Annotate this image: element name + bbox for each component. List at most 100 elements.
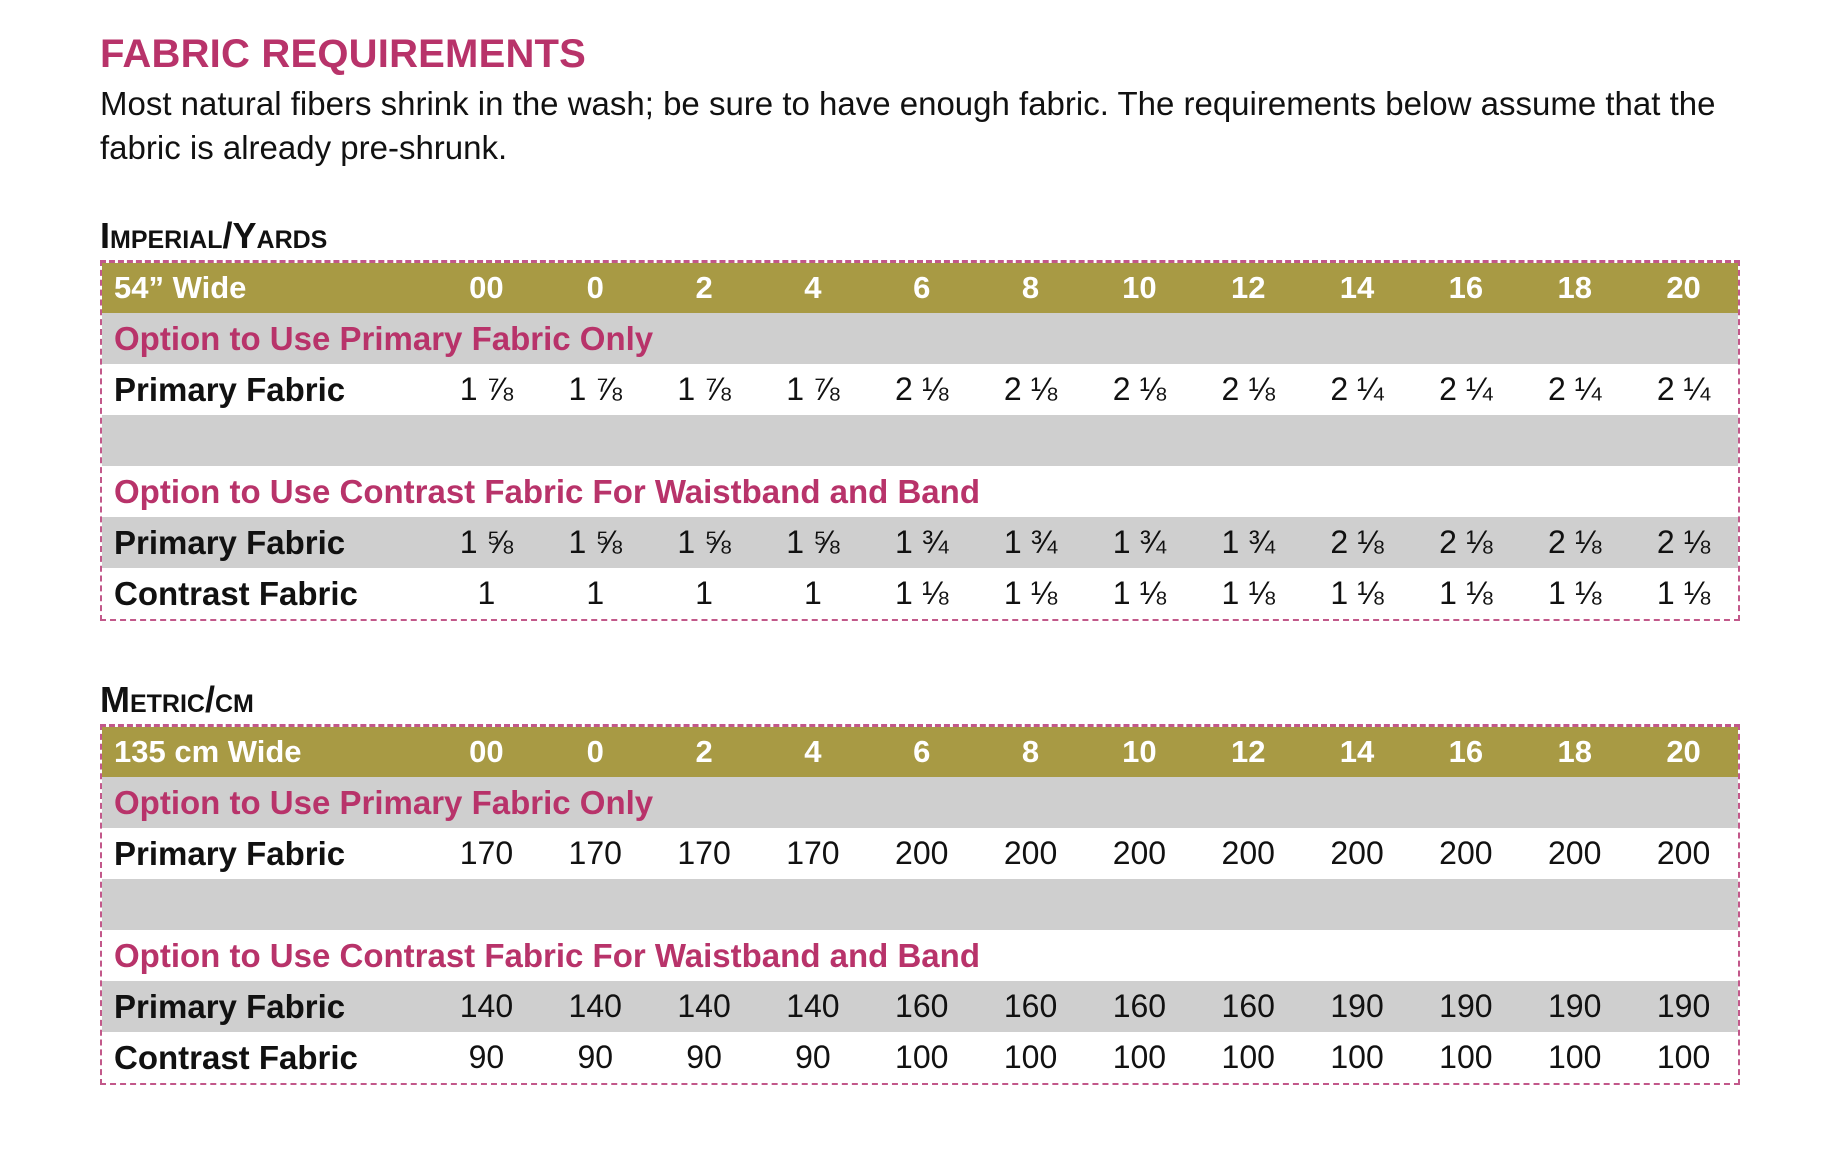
size-header-cell: 16: [1411, 263, 1521, 313]
fabric-amount-cell: 160: [867, 981, 977, 1032]
fabric-amount-cell: 1 ⅞: [568, 371, 622, 407]
size-header-cell: 12: [1193, 263, 1303, 313]
size-header-cell: 18: [1520, 727, 1630, 777]
size-header-cell: 00: [432, 727, 541, 777]
fabric-amount-cell: 2 ¼: [1548, 371, 1602, 407]
size-header-cell: 00: [432, 263, 541, 313]
size-header-cell: 10: [1084, 727, 1194, 777]
fabric-amount-cell: 170: [568, 835, 622, 871]
option-heading: Option to Use Contrast Fabric For Waistb…: [114, 472, 980, 510]
fabric-amount-cell: 1 ¾: [1193, 517, 1303, 568]
fabric-row-label: Contrast Fabric: [114, 1038, 358, 1076]
fabric-amount-cell: 1 ⅛: [895, 575, 949, 611]
fabric-amount-cell: 1: [695, 575, 713, 611]
option-heading-row: Option to Use Primary Fabric Only: [102, 313, 1738, 364]
fabric-amount-cell: 2 ⅛: [1302, 517, 1412, 568]
size-header-cell: 20: [1629, 727, 1738, 777]
fabric-amount-cell: 1: [586, 575, 605, 611]
fabric-row-label: Primary Fabric: [114, 370, 346, 408]
fabric-amount-cell: 200: [1548, 835, 1602, 871]
fabric-amount-cell: 160: [976, 981, 1085, 1032]
fabric-amount-cell: 1 ⅛: [1330, 575, 1384, 611]
metric-section-title: Metric/cm: [100, 679, 254, 720]
fabric-width-label: 135 cm Wide: [102, 727, 432, 777]
option-heading-row: Option to Use Contrast Fabric For Waistb…: [102, 930, 1738, 981]
imperial-table: 54” Wide 00 0 2 4 6 8 10 12 14 16 18 20 Option to Use…: [100, 260, 1740, 621]
fabric-row: Primary Fabric 140 140 140 140 160 160 160 160 19…: [102, 981, 1738, 1032]
fabric-amount-cell: 140: [540, 981, 650, 1032]
imperial-section-title: Imperial/Yards: [100, 215, 328, 256]
fabric-row-label: Primary Fabric: [102, 517, 432, 568]
fabric-amount-cell: 1 ⅝: [540, 517, 650, 568]
fabric-amount-cell: 140: [432, 981, 541, 1032]
fabric-amount-cell: 90: [686, 1039, 722, 1075]
fabric-amount-cell: 140: [758, 981, 868, 1032]
fabric-amount-cell: 100: [1439, 1039, 1493, 1075]
fabric-amount-cell: 100: [1656, 1039, 1711, 1075]
fabric-row-label: Primary Fabric: [102, 981, 432, 1032]
fabric-amount-cell: 200: [1656, 835, 1711, 871]
fabric-amount-cell: 90: [577, 1039, 614, 1075]
fabric-amount-cell: 1: [477, 575, 496, 611]
metric-table: 135 cm Wide 00 0 2 4 6 8 10 12 14 16 18 20 Option to …: [100, 724, 1740, 1085]
fabric-amount-cell: 1 ⅝: [432, 517, 541, 568]
fabric-amount-cell: 1 ¾: [867, 517, 977, 568]
intro-text: Most natural fibers shrink in the wash; …: [100, 85, 1716, 166]
fabric-amount-cell: 100: [895, 1039, 949, 1075]
fabric-amount-cell: 100: [1330, 1039, 1384, 1075]
fabric-amount-cell: 1 ⅛: [1112, 575, 1167, 611]
size-header-cell: 0: [540, 263, 650, 313]
fabric-row: Contrast Fabric 1 1 1 1 1 ⅛ 1 ⅛ 1 ⅛ 1 ⅛ 1 ⅛ 1 ⅛ 1 ⅛…: [102, 568, 1738, 619]
fabric-amount-cell: 2 ¼: [1656, 371, 1711, 407]
fabric-amount-cell: 190: [1629, 981, 1738, 1032]
metric-grid: 135 cm Wide 00 0 2 4 6 8 10 12 14 16 18 20 Option to …: [102, 727, 1738, 1083]
size-header-cell: 6: [867, 727, 977, 777]
fabric-amount-cell: 1 ⅛: [1548, 575, 1602, 611]
fabric-amount-cell: 190: [1411, 981, 1521, 1032]
fabric-amount-cell: 100: [1003, 1039, 1058, 1075]
size-header-cell: 6: [867, 263, 977, 313]
fabric-amount-cell: 2 ⅛: [1520, 517, 1630, 568]
option-heading-row: Option to Use Contrast Fabric For Waistb…: [102, 466, 1738, 517]
fabric-amount-cell: 190: [1520, 981, 1630, 1032]
fabric-amount-cell: 2 ⅛: [1221, 371, 1275, 407]
fabric-amount-cell: 100: [1221, 1039, 1275, 1075]
fabric-amount-cell: 170: [459, 835, 514, 871]
spacer-row: [102, 415, 1738, 466]
fabric-amount-cell: 200: [1003, 835, 1058, 871]
fabric-amount-cell: 190: [1302, 981, 1412, 1032]
fabric-amount-cell: 1 ⅛: [1003, 575, 1058, 611]
size-header-cell: 10: [1084, 263, 1194, 313]
fabric-amount-cell: 200: [1221, 835, 1275, 871]
fabric-row: Primary Fabric 170 170 170 170 200 200 200 200 20…: [102, 828, 1738, 879]
fabric-amount-cell: 1: [804, 575, 822, 611]
fabric-amount-cell: 2 ⅛: [1629, 517, 1738, 568]
fabric-amount-cell: 170: [677, 835, 731, 871]
option-heading: Option to Use Contrast Fabric For Waistb…: [114, 936, 980, 974]
fabric-amount-cell: 1 ⅛: [1656, 575, 1711, 611]
fabric-row-label: Primary Fabric: [114, 834, 346, 872]
size-header-cell: 18: [1520, 263, 1630, 313]
fabric-amount-cell: 170: [786, 835, 840, 871]
size-header-cell: 8: [976, 263, 1085, 313]
size-header-cell: 20: [1629, 263, 1738, 313]
fabric-row-label: Contrast Fabric: [114, 574, 358, 612]
option-heading: Option to Use Primary Fabric Only: [102, 777, 1738, 828]
size-header-cell: 4: [758, 263, 868, 313]
fabric-amount-cell: 1 ¾: [1084, 517, 1194, 568]
fabric-amount-cell: 1 ⅞: [459, 371, 514, 407]
fabric-amount-cell: 90: [795, 1039, 831, 1075]
fabric-amount-cell: 1 ⅝: [758, 517, 868, 568]
size-header-cell: 14: [1302, 727, 1412, 777]
size-header-cell: 4: [758, 727, 868, 777]
fabric-amount-cell: 2 ⅛: [1003, 371, 1058, 407]
size-header-cell: 16: [1411, 727, 1521, 777]
fabric-amount-cell: 90: [468, 1039, 505, 1075]
fabric-amount-cell: 2 ¼: [1330, 371, 1384, 407]
fabric-amount-cell: 200: [895, 835, 949, 871]
size-header-row: 135 cm Wide 00 0 2 4 6 8 10 12 14 16 18 20: [102, 727, 1738, 777]
size-header-cell: 12: [1193, 727, 1303, 777]
fabric-amount-cell: 1 ⅛: [1221, 575, 1275, 611]
fabric-row: Contrast Fabric 90 90 90 90 100 100 100 100 100 10…: [102, 1032, 1738, 1083]
